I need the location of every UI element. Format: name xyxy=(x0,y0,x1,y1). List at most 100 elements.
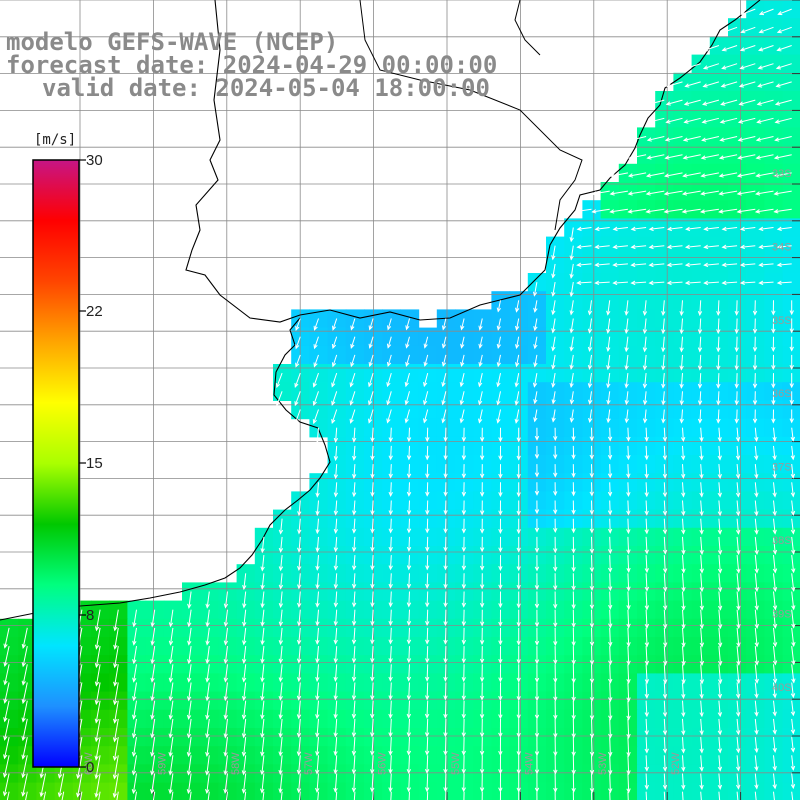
wind-arrow xyxy=(498,718,503,738)
wind-arrow xyxy=(774,117,792,124)
wind-arrow xyxy=(790,682,796,699)
wind-arrow xyxy=(478,372,483,388)
wind-arrow xyxy=(315,700,320,720)
wind-arrow xyxy=(682,136,701,142)
wind-arrow xyxy=(516,682,521,702)
wind-arrow xyxy=(333,591,339,608)
wind-arrow xyxy=(684,244,701,250)
wind-arrow xyxy=(443,445,448,461)
wind-arrow xyxy=(572,791,574,800)
wind-arrow xyxy=(682,172,701,178)
wind-speed-cell xyxy=(600,254,620,274)
wind-arrow xyxy=(754,555,759,574)
wind-arrow xyxy=(717,427,722,443)
wind-speed-cell xyxy=(746,218,765,238)
wind-arrow xyxy=(752,391,758,406)
wind-arrow xyxy=(754,518,759,535)
wind-arrow xyxy=(406,555,412,571)
wind-arrow xyxy=(716,318,721,335)
wind-arrow xyxy=(168,682,174,702)
wind-arrow xyxy=(626,445,631,461)
wind-arrow xyxy=(515,318,520,331)
wind-speed-cell xyxy=(673,163,693,183)
wind-arrow xyxy=(406,664,412,682)
wind-speed-cell xyxy=(764,54,784,74)
wind-arrow xyxy=(372,791,374,800)
wind-arrow xyxy=(425,482,430,497)
wind-arrow xyxy=(132,609,137,628)
wind-arrow xyxy=(645,190,665,196)
wind-arrow xyxy=(789,318,794,334)
wind-arrow xyxy=(736,573,741,593)
wind-arrow xyxy=(589,445,594,460)
wind-speed-cell xyxy=(163,782,183,800)
wind-arrow xyxy=(297,555,302,572)
wind-arrow xyxy=(773,208,792,214)
wind-arrow xyxy=(569,336,574,352)
wind-arrow xyxy=(773,791,775,800)
wind-arrow xyxy=(113,664,119,687)
wind-arrow xyxy=(699,627,705,648)
wind-arrow xyxy=(630,244,647,250)
wind-arrow xyxy=(681,573,686,593)
wind-speed-cell xyxy=(746,273,765,292)
wind-arrow xyxy=(627,172,647,178)
wind-arrow xyxy=(294,391,301,407)
wind-arrow xyxy=(406,737,412,756)
wind-arrow xyxy=(680,427,686,443)
wind-arrow xyxy=(606,300,611,316)
wind-arrow xyxy=(703,262,719,268)
wind-arrow xyxy=(296,700,302,720)
wind-arrow xyxy=(443,682,448,701)
wind-arrow xyxy=(627,791,629,800)
wind-arrow xyxy=(225,791,228,800)
wind-speed-cell xyxy=(764,0,784,19)
wind-arrow xyxy=(205,755,210,776)
wind-arrow xyxy=(479,737,485,756)
wind-arrow xyxy=(738,81,756,88)
wind-arrow xyxy=(612,226,628,232)
wind-arrow xyxy=(626,482,631,498)
wind-arrow xyxy=(479,627,485,646)
wind-arrow xyxy=(516,609,521,628)
wind-arrow xyxy=(752,336,758,353)
colorbar-tick-label: 22 xyxy=(86,303,103,320)
wind-arrow xyxy=(315,646,320,664)
wind-arrow xyxy=(479,464,485,479)
wind-arrow xyxy=(700,190,719,196)
wind-arrow xyxy=(368,409,374,424)
wind-arrow xyxy=(644,536,649,555)
wind-speed-cell xyxy=(18,782,37,800)
wind-arrow xyxy=(607,427,613,442)
colorbar-tick-label: 8 xyxy=(86,607,95,624)
wind-arrow xyxy=(758,280,774,285)
wind-arrow xyxy=(223,682,228,702)
wind-speed-cell xyxy=(728,18,747,37)
wind-arrow xyxy=(241,700,247,720)
wind-arrow xyxy=(720,99,738,106)
wind-arrow xyxy=(262,791,265,800)
wind-speed-cell xyxy=(655,127,674,147)
wind-arrow xyxy=(150,755,156,776)
wind-arrow xyxy=(351,718,357,738)
wind-arrow xyxy=(150,682,156,702)
wind-speed-cell xyxy=(691,782,711,800)
wind-arrow xyxy=(532,373,538,388)
wind-arrow xyxy=(514,373,520,388)
wind-arrow xyxy=(515,300,520,313)
wind-arrow xyxy=(771,336,776,352)
wind-arrow xyxy=(406,445,412,461)
wind-arrow xyxy=(461,482,467,497)
wind-arrow xyxy=(626,518,631,535)
wind-arrow xyxy=(624,318,629,335)
wind-speed-cell xyxy=(691,127,711,147)
wind-arrow xyxy=(406,482,412,497)
wind-arrow xyxy=(551,245,556,261)
wind-arrow xyxy=(626,718,631,739)
wind-arrow xyxy=(576,226,592,231)
wind-speed-cell xyxy=(673,200,693,219)
wind-speed-cell xyxy=(746,236,765,256)
wind-speed-cell xyxy=(691,109,711,128)
wind-arrow xyxy=(186,718,192,739)
